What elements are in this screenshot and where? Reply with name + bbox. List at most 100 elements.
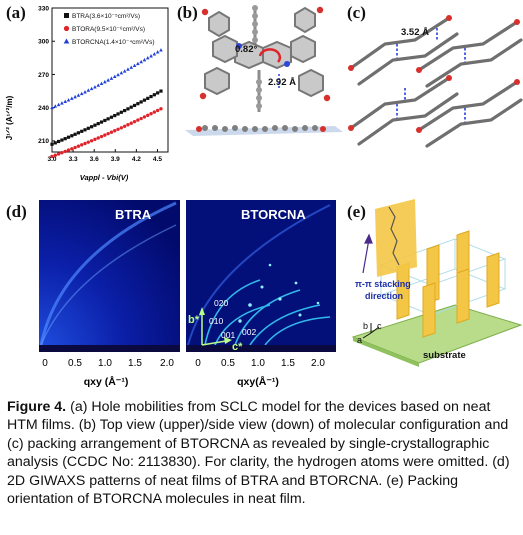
data-point-series-1	[99, 120, 104, 124]
data-point-series-1	[152, 93, 156, 97]
data-point-series-1	[119, 110, 123, 114]
axis-label-b: b	[363, 321, 368, 331]
data-point-series-1	[156, 91, 160, 95]
y-tick-label: 210	[38, 138, 49, 145]
panel-e: (e) π-π stacking direction b c a	[345, 195, 523, 370]
data-point-series-3	[155, 50, 160, 54]
data-point-series-2	[53, 153, 58, 157]
data-point-series-1	[70, 134, 74, 138]
data-point-series-3	[66, 98, 71, 102]
data-point-series-3	[89, 86, 94, 91]
data-point-series-1	[57, 139, 61, 144]
chart-legend-2: BTORA(9.5×10⁻⁶cm²/Vs)	[72, 26, 145, 33]
data-point-series-1	[116, 112, 120, 116]
data-point-series-1	[90, 125, 94, 129]
panel-label-e: (e)	[347, 202, 366, 221]
peak-001: 001	[221, 330, 235, 340]
chart-ylabel: J¹ᐟ² (A¹ᐟ²/m)	[5, 95, 14, 140]
data-point-series-2	[142, 115, 147, 119]
data-point-series-3	[106, 78, 110, 82]
data-point-series-1	[159, 89, 163, 93]
data-point-series-3	[136, 61, 140, 66]
data-point-series-2	[119, 126, 124, 130]
stacking-label-2: direction	[365, 291, 403, 301]
x-tick-label: 4.5	[153, 156, 162, 163]
data-point-series-3	[60, 101, 64, 105]
data-point-series-2	[132, 119, 137, 124]
left-xlabel: qxy (Å⁻¹)	[84, 375, 129, 388]
panel-d: (d) b*	[0, 195, 345, 395]
right-xtick-5: 2.0	[311, 358, 325, 369]
panel-c: (c) 3.52 Å	[345, 0, 523, 150]
data-point-series-1	[109, 115, 114, 119]
data-point-series-2	[113, 129, 117, 133]
data-point-series-1	[76, 131, 81, 135]
data-point-series-2	[139, 116, 143, 121]
left-xtick-1: 0	[42, 358, 48, 369]
data-point-series-1	[126, 107, 130, 111]
data-point-series-2	[93, 137, 97, 142]
data-point-series-3	[116, 72, 120, 77]
data-point-series-3	[149, 54, 153, 58]
data-point-series-2	[159, 107, 163, 111]
x-tick-label: 3.9	[111, 156, 120, 163]
data-point-series-1	[139, 100, 143, 104]
data-point-series-3	[63, 99, 68, 104]
data-point-series-1	[96, 122, 100, 126]
data-point-series-2	[56, 152, 61, 156]
left-xtick-5: 2.0	[160, 358, 174, 369]
data-point-series-2	[146, 113, 150, 118]
data-point-series-3	[53, 104, 58, 108]
axis-cstar: c*	[232, 341, 243, 353]
stacking-distance-label: 3.52 Å	[401, 27, 429, 38]
x-tick-label: 3.6	[90, 156, 99, 163]
data-point-series-3	[96, 83, 101, 87]
giwaxs-patterns: b* c* 020 010 001 002 BTRA BTORCNA 0 0.5…	[39, 200, 336, 388]
legend-marker-2	[63, 25, 70, 32]
data-point-series-3	[109, 76, 114, 80]
data-point-series-1	[123, 108, 127, 113]
chart-legend-3: BTORCNA(1.4×10⁻⁴cm²/Vs)	[72, 39, 155, 46]
data-point-series-3	[50, 105, 54, 110]
data-point-series-2	[155, 108, 160, 113]
panel-label-c: (c)	[347, 3, 366, 22]
data-point-series-2	[103, 133, 107, 137]
data-point-series-2	[50, 154, 54, 159]
data-point-series-2	[109, 130, 114, 134]
legend-marker-3	[63, 38, 70, 44]
right-xtick-2: 0.5	[221, 358, 235, 369]
data-point-series-3	[139, 59, 143, 64]
axis-label-c: c	[377, 321, 382, 331]
data-point-series-3	[159, 48, 163, 52]
data-point-series-2	[63, 149, 67, 154]
btra-title: BTRA	[115, 207, 152, 222]
data-point-series-3	[122, 69, 127, 73]
packing-orientation-image: π-π stacking direction b c a substrate	[351, 199, 523, 367]
caption-text: (a) Hole mobilities from SCLC model for …	[7, 399, 510, 508]
data-point-series-2	[96, 136, 100, 140]
panel-label-d: (d)	[6, 202, 27, 221]
data-point-series-3	[132, 63, 137, 68]
axis-label-a: a	[357, 335, 362, 345]
substrate-label: substrate	[423, 350, 466, 361]
data-point-series-1	[149, 94, 153, 99]
mobility-chart: 3.0 3.3 3.6 3.9 4.2 4.5 210 240 270 300 330 BTRA(3…	[5, 5, 169, 182]
data-point-series-1	[93, 123, 97, 127]
data-point-series-3	[129, 65, 134, 69]
right-xtick-1: 0	[195, 358, 201, 369]
chart-legend-1: BTRA(3.6×10⁻⁵cm²/Vs)	[72, 13, 140, 20]
data-point-series-3	[83, 90, 87, 94]
data-point-series-2	[60, 150, 64, 155]
data-point-series-3	[126, 67, 130, 71]
data-point-series-1	[142, 98, 147, 102]
data-point-series-2	[89, 139, 94, 143]
data-point-series-2	[152, 110, 157, 114]
left-xtick-4: 1.5	[128, 358, 142, 369]
data-point-series-1	[60, 138, 64, 142]
data-point-series-3	[73, 94, 77, 99]
caption-label: Figure 4.	[7, 399, 67, 415]
data-point-series-2	[76, 144, 81, 148]
x-tick-label: 4.2	[132, 156, 141, 163]
legend-marker-1	[64, 13, 69, 18]
data-point-series-1	[86, 126, 90, 130]
